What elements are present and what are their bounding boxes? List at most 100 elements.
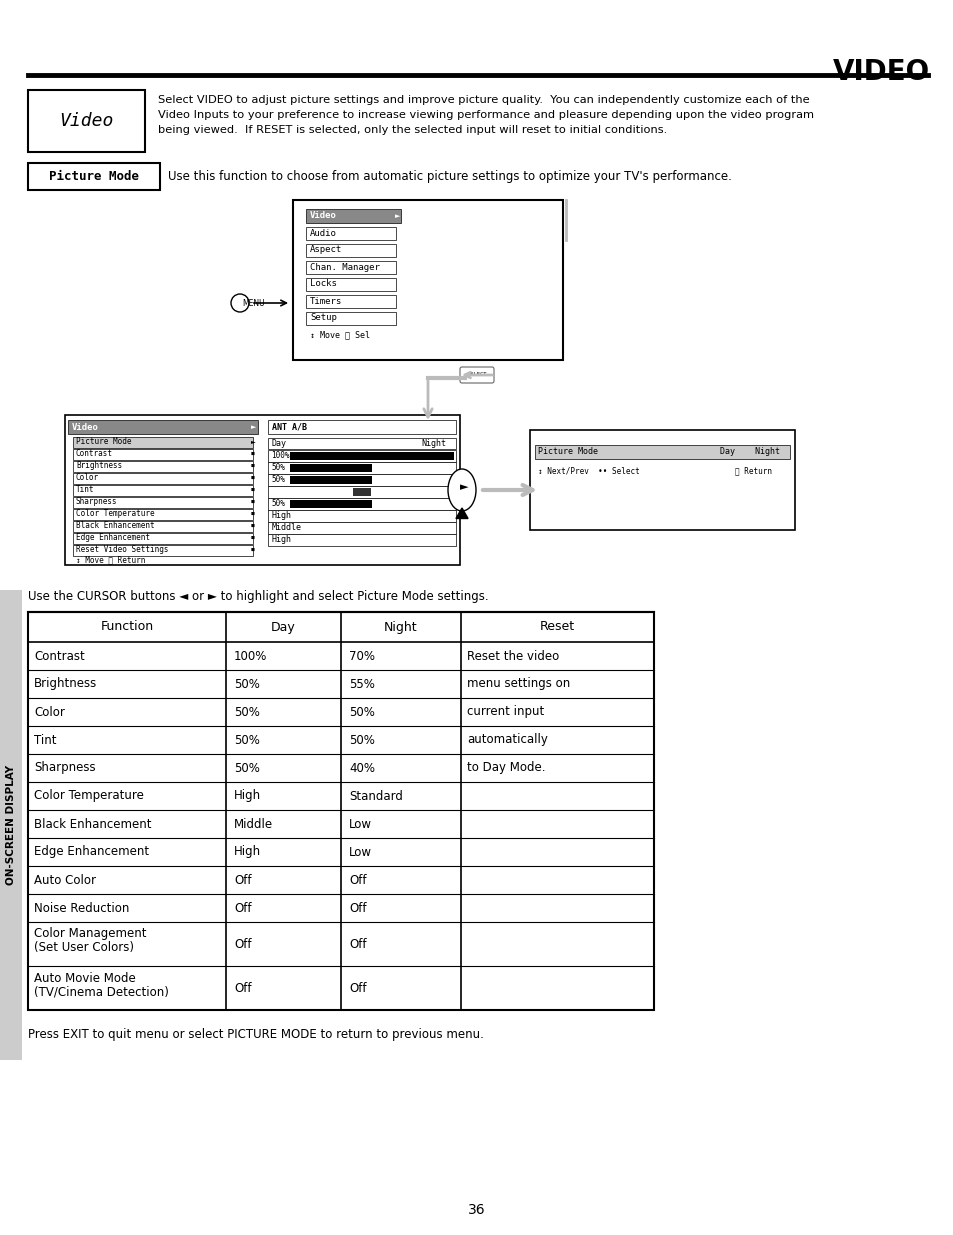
Text: ■: ■ bbox=[251, 548, 254, 552]
Text: Day: Day bbox=[272, 438, 287, 447]
Text: ↕ Next/Prev  •• Select: ↕ Next/Prev •• Select bbox=[537, 467, 639, 475]
FancyBboxPatch shape bbox=[290, 464, 372, 472]
Text: Off: Off bbox=[349, 982, 366, 994]
Text: Edge Enhancement: Edge Enhancement bbox=[34, 846, 149, 858]
Text: Chan. Manager: Chan. Manager bbox=[310, 263, 379, 272]
FancyBboxPatch shape bbox=[65, 415, 459, 564]
Text: ■: ■ bbox=[251, 488, 254, 492]
Text: 50%: 50% bbox=[349, 705, 375, 719]
Text: to Day Mode.: to Day Mode. bbox=[467, 762, 545, 774]
Text: Video Inputs to your preference to increase viewing performance and pleasure dep: Video Inputs to your preference to incre… bbox=[158, 110, 813, 120]
FancyBboxPatch shape bbox=[28, 163, 160, 190]
Text: 40%: 40% bbox=[349, 762, 375, 774]
FancyBboxPatch shape bbox=[73, 509, 253, 520]
FancyBboxPatch shape bbox=[306, 209, 400, 224]
FancyBboxPatch shape bbox=[268, 522, 456, 534]
Text: Timers: Timers bbox=[310, 296, 342, 305]
Text: Black Enhancement: Black Enhancement bbox=[76, 521, 154, 531]
Text: Off: Off bbox=[233, 902, 252, 914]
FancyBboxPatch shape bbox=[353, 488, 371, 496]
Text: Tint: Tint bbox=[34, 734, 56, 746]
Text: Noise Reduction: Noise Reduction bbox=[34, 902, 130, 914]
FancyBboxPatch shape bbox=[268, 498, 456, 510]
Text: ON-SCREEN DISPLAY: ON-SCREEN DISPLAY bbox=[6, 764, 16, 885]
Text: Video: Video bbox=[71, 422, 99, 431]
Text: Middle: Middle bbox=[233, 818, 273, 830]
Text: ■: ■ bbox=[251, 464, 254, 468]
Text: Off: Off bbox=[233, 982, 252, 994]
Text: Auto Color: Auto Color bbox=[34, 873, 96, 887]
Text: Day: Day bbox=[271, 620, 295, 634]
FancyBboxPatch shape bbox=[306, 295, 395, 308]
FancyBboxPatch shape bbox=[28, 90, 145, 152]
Text: VIDEO: VIDEO bbox=[832, 58, 929, 86]
Text: Reset the video: Reset the video bbox=[467, 650, 558, 662]
Text: ↕ Move Ⓢ Return: ↕ Move Ⓢ Return bbox=[76, 556, 145, 564]
Text: Low: Low bbox=[349, 846, 372, 858]
Text: Contrast: Contrast bbox=[34, 650, 85, 662]
FancyBboxPatch shape bbox=[73, 485, 253, 496]
Text: Brightness: Brightness bbox=[76, 462, 122, 471]
FancyBboxPatch shape bbox=[459, 367, 494, 383]
FancyBboxPatch shape bbox=[73, 496, 253, 508]
FancyBboxPatch shape bbox=[372, 500, 454, 508]
FancyBboxPatch shape bbox=[290, 500, 372, 508]
Text: ■: ■ bbox=[251, 475, 254, 480]
FancyBboxPatch shape bbox=[0, 590, 22, 1060]
Text: 50%: 50% bbox=[271, 463, 285, 473]
Text: 50%: 50% bbox=[233, 705, 259, 719]
FancyBboxPatch shape bbox=[268, 487, 456, 498]
Text: Auto Movie Mode: Auto Movie Mode bbox=[34, 972, 135, 984]
Text: 55%: 55% bbox=[349, 678, 375, 690]
Text: Sharpness: Sharpness bbox=[34, 762, 95, 774]
Text: Use the CURSOR buttons ◄ or ► to highlight and select Picture Mode settings.: Use the CURSOR buttons ◄ or ► to highlig… bbox=[28, 590, 488, 603]
FancyBboxPatch shape bbox=[535, 445, 789, 459]
Text: Video: Video bbox=[59, 112, 113, 130]
Text: 70%: 70% bbox=[349, 650, 375, 662]
Ellipse shape bbox=[448, 469, 476, 511]
Text: Off: Off bbox=[349, 873, 366, 887]
FancyBboxPatch shape bbox=[73, 545, 253, 556]
FancyBboxPatch shape bbox=[306, 312, 395, 325]
Text: menu settings on: menu settings on bbox=[467, 678, 570, 690]
FancyBboxPatch shape bbox=[268, 474, 456, 487]
Text: ►: ► bbox=[459, 482, 468, 492]
Text: Reset Video Settings: Reset Video Settings bbox=[76, 546, 169, 555]
Text: Tint: Tint bbox=[76, 485, 94, 494]
Text: Picture Mode: Picture Mode bbox=[537, 447, 598, 457]
Text: High: High bbox=[272, 536, 292, 545]
FancyBboxPatch shape bbox=[306, 261, 395, 274]
Text: Function: Function bbox=[100, 620, 153, 634]
Text: 50%: 50% bbox=[233, 762, 259, 774]
FancyBboxPatch shape bbox=[73, 473, 253, 484]
Text: Color Management: Color Management bbox=[34, 927, 147, 941]
Text: High: High bbox=[272, 511, 292, 520]
Text: Color Temperature: Color Temperature bbox=[76, 510, 154, 519]
Text: 100%: 100% bbox=[271, 452, 289, 461]
Text: Picture Mode: Picture Mode bbox=[49, 170, 139, 183]
FancyBboxPatch shape bbox=[270, 488, 454, 496]
Text: Off: Off bbox=[349, 937, 366, 951]
FancyBboxPatch shape bbox=[306, 245, 395, 257]
Text: Picture Mode: Picture Mode bbox=[76, 437, 132, 447]
FancyBboxPatch shape bbox=[290, 475, 372, 484]
FancyBboxPatch shape bbox=[268, 420, 456, 433]
Text: Edge Enhancement: Edge Enhancement bbox=[76, 534, 150, 542]
Text: ■: ■ bbox=[251, 500, 254, 504]
Text: (Set User Colors): (Set User Colors) bbox=[34, 941, 133, 955]
Text: Night: Night bbox=[420, 438, 446, 447]
FancyBboxPatch shape bbox=[530, 430, 794, 530]
FancyBboxPatch shape bbox=[290, 452, 454, 459]
Text: Locks: Locks bbox=[310, 279, 336, 289]
Text: Use this function to choose from automatic picture settings to optimize your TV': Use this function to choose from automat… bbox=[168, 170, 731, 183]
Text: Color Temperature: Color Temperature bbox=[34, 789, 144, 803]
FancyBboxPatch shape bbox=[73, 437, 253, 448]
Text: current input: current input bbox=[467, 705, 543, 719]
FancyBboxPatch shape bbox=[73, 521, 253, 532]
Text: 50%: 50% bbox=[349, 734, 375, 746]
Text: ↕ Move Ⓢ Sel: ↕ Move Ⓢ Sel bbox=[310, 331, 370, 340]
Text: ANT A/B: ANT A/B bbox=[272, 422, 307, 431]
FancyBboxPatch shape bbox=[372, 475, 454, 484]
Text: Brightness: Brightness bbox=[34, 678, 97, 690]
FancyBboxPatch shape bbox=[306, 227, 395, 240]
